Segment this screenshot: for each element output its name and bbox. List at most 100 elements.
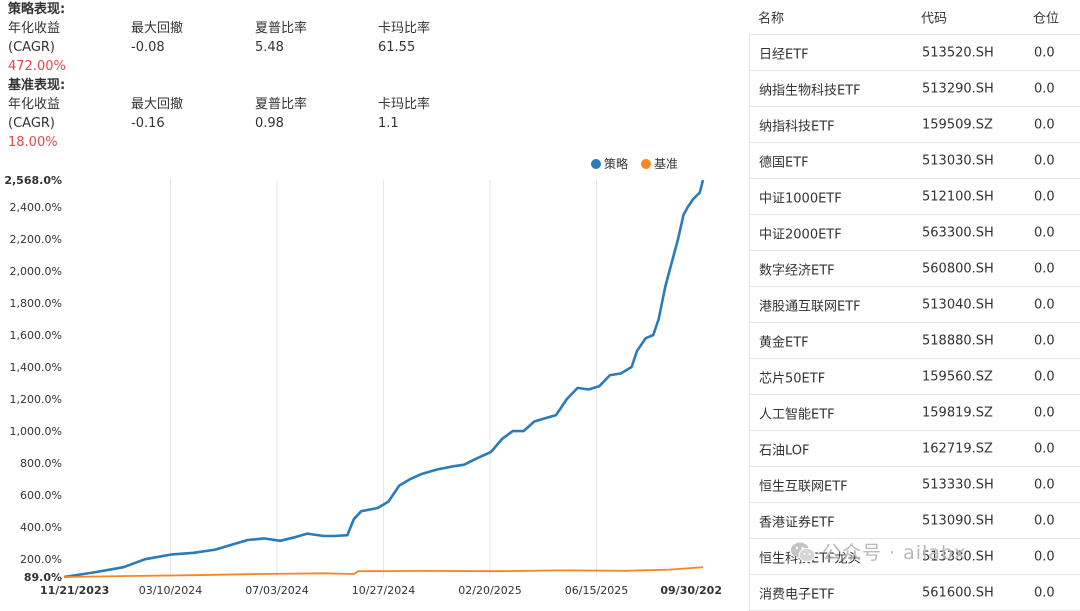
legend-label: 基准 bbox=[654, 157, 678, 171]
table-row[interactable]: 恒生科技ETF龙头513380.SH0.0 bbox=[749, 539, 1080, 575]
table-row[interactable]: 港股通互联网ETF 513040.SH 0.0 bbox=[749, 287, 1080, 323]
benchmark-header-cagr: 年化收益 bbox=[8, 97, 61, 112]
chart-axes: 11/21/2023 03/10/2024 07/03/2024 10/27/2024… bbox=[4, 174, 722, 597]
cell-name: 中证2000ETF bbox=[759, 227, 842, 242]
benchmark-header-calmar: 卡玛比率 bbox=[378, 97, 431, 112]
x-tick-label: 09/30/202 bbox=[660, 584, 722, 597]
y-tick-label: 800.0% bbox=[20, 457, 62, 470]
strategy-header-calmar: 卡玛比率 bbox=[378, 21, 431, 36]
chart-grid bbox=[170, 180, 597, 577]
cell-name: 芯片50ETF bbox=[759, 371, 826, 386]
cell-position: 0.0 bbox=[1034, 513, 1055, 528]
table-row[interactable]: 香港证券ETF 513090.SH 0.0 bbox=[749, 503, 1080, 539]
cell-name: 消费电子ETF bbox=[759, 587, 835, 602]
table-row[interactable]: 石油LOF 162719.SZ 0.0 bbox=[749, 431, 1080, 467]
cell-position: 0.0 bbox=[1034, 81, 1055, 96]
table-body: 日经ETF 513520.SH 0.0 纳指生物科技ETF 513290.SH 0.0 纳指… bbox=[749, 35, 1080, 611]
strategy-cagr-value: 472.00% bbox=[8, 59, 66, 74]
cell-position: 0.0 bbox=[1034, 153, 1055, 168]
cell-position: 0.0 bbox=[1034, 369, 1055, 384]
y-tick-label: 1,600.0% bbox=[10, 329, 62, 342]
table-row[interactable]: 纳指科技ETF 159509.SZ 0.0 bbox=[749, 107, 1080, 143]
cell-position: 0.0 bbox=[1034, 117, 1055, 132]
cell-position: 0.0 bbox=[1034, 225, 1055, 240]
chart-series bbox=[63, 179, 705, 579]
table-row[interactable]: 中证2000ETF 563300.SH 0.0 bbox=[749, 215, 1080, 251]
benchmark-sharpe-value: 0.98 bbox=[255, 116, 284, 131]
benchmark-title: 基准表现: bbox=[8, 78, 66, 93]
cell-name: 香港证券ETF bbox=[759, 515, 835, 530]
cell-code: 518880.SH bbox=[922, 333, 994, 348]
cell-name: 港股通互联网ETF bbox=[759, 299, 861, 314]
x-tick-label: 07/03/2024 bbox=[245, 584, 308, 597]
y-tick-label: 89.0% bbox=[24, 571, 62, 584]
cell-position: 0.0 bbox=[1034, 549, 1055, 564]
table-row[interactable]: 德国ETF 513030.SH 0.0 bbox=[749, 143, 1080, 179]
y-tick-label: 2,400.0% bbox=[10, 201, 62, 214]
y-tick-label: 1,800.0% bbox=[10, 297, 62, 310]
header-code: 代码 bbox=[921, 11, 948, 27]
strategy-maxdd-value: -0.08 bbox=[131, 40, 165, 55]
cell-name: 人工智能ETF bbox=[759, 407, 835, 422]
cell-code: 159560.SZ bbox=[922, 369, 993, 384]
cell-position: 0.0 bbox=[1034, 189, 1055, 204]
cell-code: 513290.SH bbox=[922, 81, 994, 96]
strategy-header-sharpe: 夏普比率 bbox=[255, 21, 308, 36]
x-tick-label: 06/15/2025 bbox=[565, 584, 628, 597]
equity-curve-chart: 11/21/2023 03/10/2024 07/03/2024 10/27/2024… bbox=[4, 156, 722, 597]
y-tick-label: 2,568.0% bbox=[4, 174, 62, 187]
legend-marker bbox=[641, 159, 651, 169]
table-header: 名称 代码 仓位 bbox=[749, 0, 1080, 35]
strategy-calmar-value: 61.55 bbox=[378, 40, 416, 55]
benchmark-cagr-label: (CAGR) bbox=[8, 116, 55, 131]
y-tick-label: 1,400.0% bbox=[10, 361, 62, 374]
x-tick-label: 03/10/2024 bbox=[139, 584, 202, 597]
benchmark-header-sharpe: 夏普比率 bbox=[255, 97, 308, 112]
table-row[interactable]: 黄金ETF 518880.SH 0.0 bbox=[749, 323, 1080, 359]
table-row[interactable]: 消费电子ETF 561600.SH 0.0 bbox=[749, 575, 1080, 611]
cell-code: 513520.SH bbox=[922, 45, 994, 60]
table-row[interactable]: 纳指生物科技ETF 513290.SH 0.0 bbox=[749, 71, 1080, 107]
cell-code: 162719.SZ bbox=[922, 441, 993, 456]
cell-code: 159509.SZ bbox=[922, 117, 993, 132]
cell-position: 0.0 bbox=[1034, 477, 1055, 492]
cell-code: 513380.SH bbox=[922, 549, 994, 564]
benchmark-maxdd-value: -0.16 bbox=[131, 116, 165, 131]
cell-code: 513090.SH bbox=[922, 513, 994, 528]
y-tick-label: 600.0% bbox=[20, 489, 62, 502]
cell-position: 0.0 bbox=[1034, 261, 1055, 276]
strategy-header-maxdd: 最大回撤 bbox=[131, 21, 184, 36]
strategy-performance: 策略表现: 年化收益 最大回撤 夏普比率 卡玛比率 (CAGR) -0.08 5… bbox=[8, 0, 468, 76]
table-row[interactable]: 人工智能ETF 159819.SZ 0.0 bbox=[749, 395, 1080, 431]
legend-label: 策略 bbox=[604, 156, 628, 171]
cell-code: 513030.SH bbox=[922, 153, 994, 168]
table-row[interactable]: 恒生互联网ETF 513330.SH 0.0 bbox=[749, 467, 1080, 503]
wechat-icon bbox=[791, 542, 816, 562]
chart-legend[interactable]: 策略 基准 bbox=[591, 156, 678, 171]
table-row[interactable]: 芯片50ETF 159560.SZ 0.0 bbox=[749, 359, 1080, 395]
cell-name: 纳指生物科技ETF bbox=[759, 83, 861, 98]
y-tick-label: 400.0% bbox=[20, 521, 62, 534]
table-row[interactable]: 中证1000ETF 512100.SH 0.0 bbox=[749, 179, 1080, 215]
x-tick-label: 11/21/2023 bbox=[40, 584, 109, 597]
cell-position: 0.0 bbox=[1034, 441, 1055, 456]
y-tick-label: 1,000.0% bbox=[10, 425, 62, 438]
header-name: 名称 bbox=[758, 11, 785, 27]
cell-position: 0.0 bbox=[1034, 45, 1055, 60]
cell-code: 513040.SH bbox=[922, 297, 994, 312]
y-tick-label: 2,200.0% bbox=[10, 233, 62, 246]
cell-name: 日经ETF bbox=[759, 47, 809, 62]
series-line bbox=[63, 566, 704, 578]
table-row[interactable]: 日经ETF 513520.SH 0.0 bbox=[749, 35, 1080, 71]
y-tick-label: 200.0% bbox=[20, 553, 62, 566]
table-row[interactable]: 数字经济ETF 560800.SH 0.0 bbox=[749, 251, 1080, 287]
cell-name: 德国ETF bbox=[759, 155, 809, 170]
cell-name: 纳指科技ETF bbox=[759, 119, 835, 134]
cell-position: 0.0 bbox=[1034, 405, 1055, 420]
x-tick-label: 02/20/2025 bbox=[458, 584, 521, 597]
cell-code: 561600.SH bbox=[922, 585, 994, 600]
benchmark-performance: 基准表现: 年化收益 最大回撤 夏普比率 卡玛比率 (CAGR) -0.16 0… bbox=[8, 76, 468, 152]
header-position: 仓位 bbox=[1033, 11, 1060, 27]
cell-code: 560800.SH bbox=[922, 261, 994, 276]
cell-name: 黄金ETF bbox=[759, 335, 809, 350]
